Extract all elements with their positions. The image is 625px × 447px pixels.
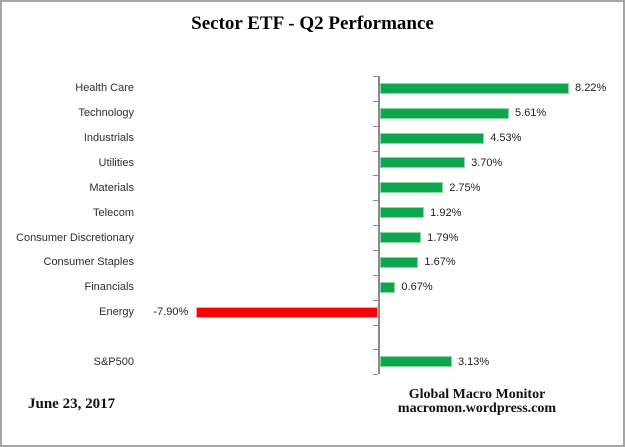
value-label: 2.75% [449, 181, 481, 194]
axis-tick [373, 349, 378, 351]
category-label: Telecom [93, 206, 134, 219]
value-label: 5.61% [515, 107, 547, 120]
axis-tick [373, 150, 378, 152]
value-label: 8.22% [575, 82, 607, 95]
bar [380, 256, 419, 268]
bar [380, 132, 485, 144]
axis-tick [373, 200, 378, 202]
axis-tick [373, 374, 378, 376]
footer-date: June 23, 2017 [28, 396, 116, 412]
chart-title: Sector ETF - Q2 Performance [191, 13, 434, 34]
bar [380, 157, 466, 169]
value-label: 4.53% [490, 132, 522, 145]
value-label: 0.67% [401, 281, 433, 294]
value-label: -7.90% [153, 306, 189, 319]
category-label: Energy [99, 306, 134, 319]
axis-tick [373, 225, 378, 227]
axis-tick [373, 125, 378, 127]
category-label: Financials [84, 281, 134, 294]
value-label: 1.67% [424, 256, 456, 269]
category-label: Utilities [98, 156, 134, 169]
axis-tick [373, 76, 378, 77]
axis-tick [373, 274, 378, 276]
axis-tick [373, 175, 378, 177]
value-label: 3.70% [471, 156, 503, 169]
axis-tick [373, 100, 378, 102]
bar [380, 182, 444, 194]
value-label: 1.92% [430, 206, 462, 219]
category-label: Technology [78, 107, 134, 120]
value-label: 1.79% [427, 231, 459, 244]
bar [380, 356, 452, 368]
value-axis-line [378, 76, 380, 375]
category-label: S&P500 [93, 355, 134, 368]
bar [380, 281, 396, 293]
axis-tick [373, 324, 378, 326]
category-label: Industrials [83, 132, 134, 145]
value-label: 3.13% [457, 355, 490, 368]
category-label: Consumer Staples [43, 256, 135, 269]
axis-tick [373, 299, 378, 301]
bar [380, 82, 570, 94]
bar [380, 207, 425, 219]
footer-source-line1: Global Macro Monitor [408, 387, 546, 402]
footer-source-line2: macromon.wordpress.com [397, 401, 557, 416]
category-label: Health Care [75, 82, 134, 95]
bar [196, 306, 378, 318]
category-label: Consumer Discretionary [16, 231, 134, 244]
bar [380, 232, 422, 244]
bar [380, 107, 510, 119]
footer-source: Global Macro Monitor macromon.wordpress.… [364, 388, 590, 416]
axis-tick [373, 249, 378, 251]
category-label: Materials [89, 181, 134, 194]
